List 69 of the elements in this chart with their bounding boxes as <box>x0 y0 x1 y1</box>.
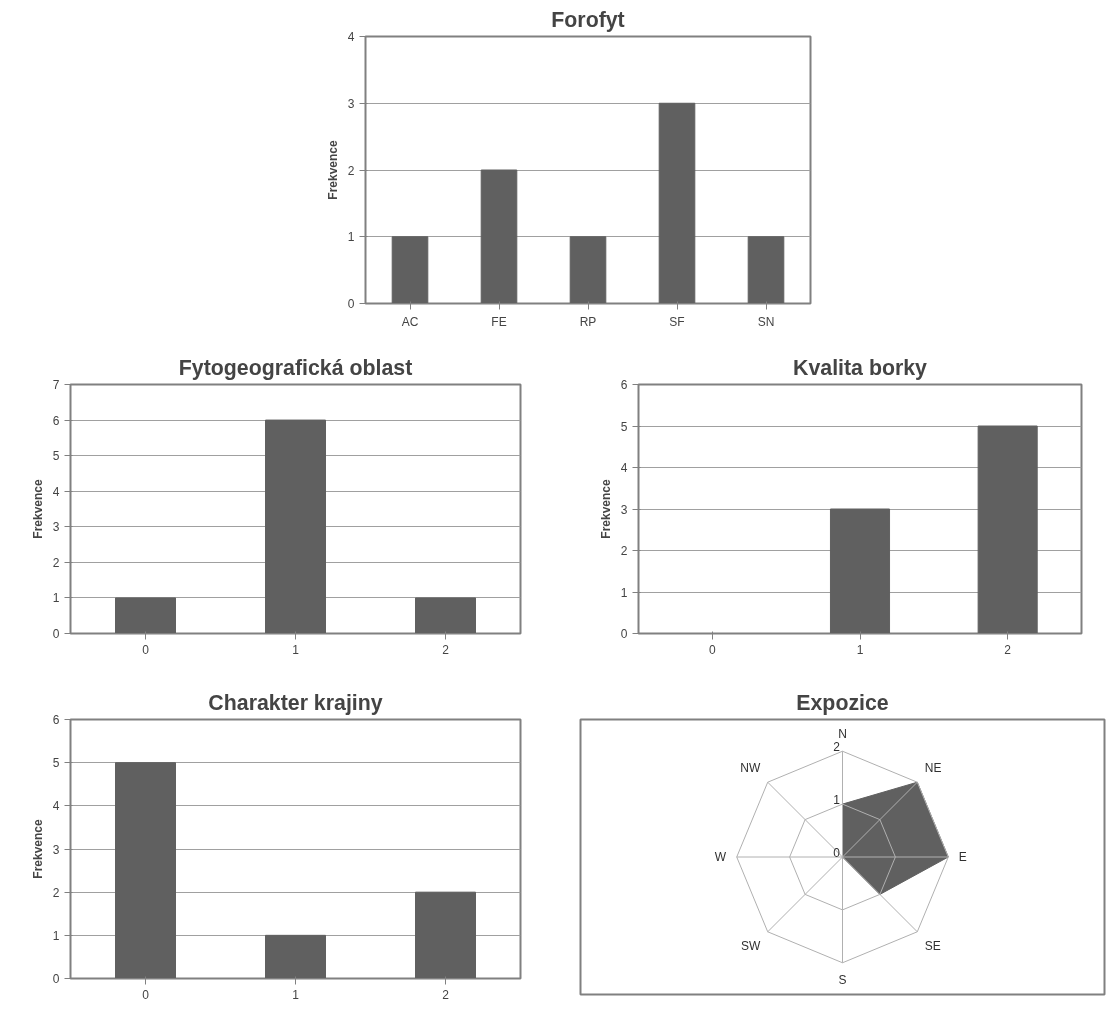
y-tick-label: 6 <box>52 713 60 727</box>
chart-title: Kvalita borky <box>793 355 928 380</box>
y-tick-label: 1 <box>52 591 60 606</box>
chart-title: Expozice <box>796 690 889 715</box>
y-tick-label: 6 <box>52 413 60 428</box>
spoke-label: W <box>714 850 727 864</box>
bar <box>115 762 176 979</box>
x-tick-label: 1 <box>292 987 300 1002</box>
x-tick-label: SN <box>757 314 775 329</box>
y-tick-label: 6 <box>620 378 628 392</box>
y-tick-label: 2 <box>620 544 628 558</box>
x-tick-label: 0 <box>142 642 150 657</box>
y-tick-label: 2 <box>833 740 841 755</box>
y-tick-label: 0 <box>52 972 60 986</box>
bar <box>569 236 607 304</box>
y-tick-label: 3 <box>347 96 355 111</box>
y-tick-label: 2 <box>52 885 60 900</box>
spoke-label: NE <box>924 760 942 775</box>
y-tick-label: 5 <box>52 756 60 771</box>
y-tick-label: 4 <box>620 461 628 475</box>
x-tick-label: 2 <box>442 987 450 1002</box>
y-axis-title: Frekvence <box>30 818 45 879</box>
y-tick-label: 0 <box>52 627 60 641</box>
bar <box>415 891 476 979</box>
spoke-label: N <box>838 726 847 741</box>
y-tick-label: 3 <box>52 842 60 857</box>
chart-title: Forofyt <box>551 7 625 32</box>
y-tick-label: 5 <box>620 419 628 434</box>
spoke-label: SW <box>740 939 761 954</box>
y-tick-label: 7 <box>52 378 60 392</box>
y-tick-label: 2 <box>347 163 355 178</box>
spoke-label: NW <box>740 760 761 775</box>
x-tick-label: AC <box>401 314 419 329</box>
bar <box>747 236 785 304</box>
y-tick-label: 2 <box>52 555 60 570</box>
y-tick-label: 1 <box>52 928 60 943</box>
spoke-label: SE <box>924 939 941 954</box>
y-axis-title: Frekvence <box>598 478 613 539</box>
y-axis-title: Frekvence <box>30 478 45 539</box>
y-tick-label: 3 <box>620 502 628 517</box>
y-tick-label: 1 <box>833 793 841 808</box>
bar <box>658 102 696 304</box>
x-tick-label: 2 <box>1004 642 1012 657</box>
x-tick-label: 0 <box>142 987 150 1002</box>
y-tick-label: 3 <box>52 520 60 535</box>
x-tick-label: 2 <box>442 642 450 657</box>
y-tick-label: 1 <box>620 585 628 600</box>
x-tick-label: 0 <box>709 642 716 657</box>
y-tick-label: 4 <box>52 484 60 499</box>
y-axis-title: Frekvence <box>325 139 340 200</box>
x-tick-label: RP <box>579 314 597 329</box>
bar <box>480 169 518 304</box>
spoke-label: E <box>958 850 967 864</box>
y-tick-label: 4 <box>52 799 60 814</box>
chart-title: Charakter krajiny <box>208 690 383 715</box>
x-tick-label: SF <box>669 314 685 329</box>
y-tick-label: 0 <box>347 297 355 311</box>
chart-title: Fytogeografická oblast <box>178 355 413 380</box>
x-tick-label: FE <box>491 314 507 329</box>
y-tick-label: 0 <box>620 627 628 641</box>
y-tick-label: 1 <box>347 230 355 245</box>
y-tick-label: 0 <box>833 846 841 860</box>
x-tick-label: 1 <box>856 642 864 657</box>
spoke-label: S <box>838 973 847 988</box>
y-tick-label: 5 <box>52 449 60 464</box>
y-tick-label: 4 <box>347 30 355 44</box>
x-tick-label: 1 <box>292 642 300 657</box>
bar <box>391 236 429 304</box>
bar <box>265 934 326 979</box>
